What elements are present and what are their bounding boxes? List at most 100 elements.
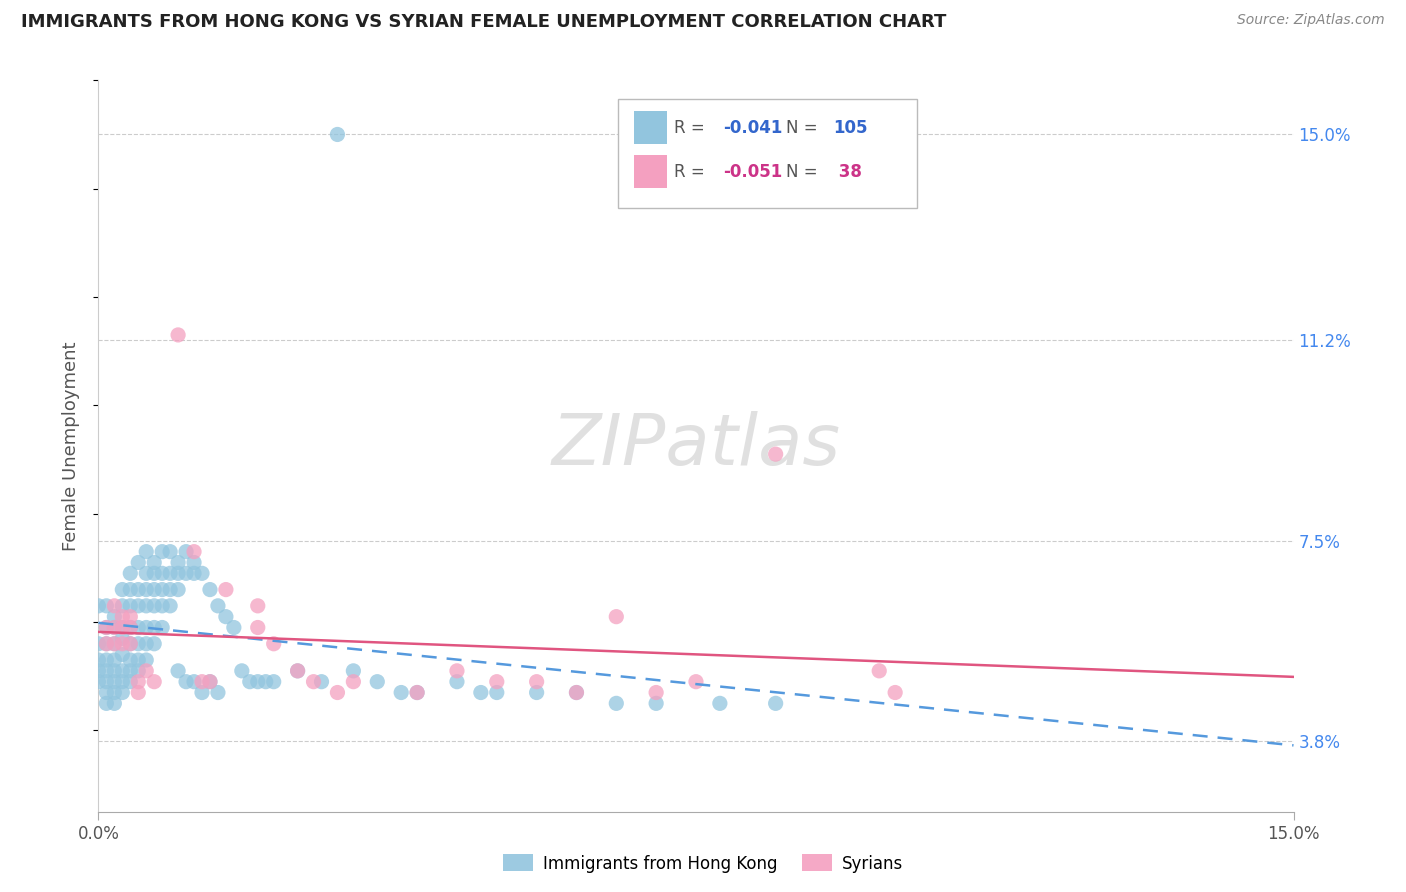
Point [143,620,166,634]
Point [645,685,668,699]
Point [111,632,134,646]
Point [198,674,221,689]
Point [96,685,118,699]
Point [174,544,197,558]
Point [326,685,349,699]
Point [103,697,125,711]
Y-axis label: Female Unemployment: Female Unemployment [62,342,80,550]
Point [120,566,142,581]
Point [709,697,731,711]
Text: Source: ZipAtlas.com: Source: ZipAtlas.com [1237,13,1385,28]
Point [120,637,142,651]
FancyBboxPatch shape [619,99,917,209]
Point [120,620,142,634]
Text: N =: N = [786,162,823,181]
Text: R =: R = [675,162,710,181]
Point [167,582,190,597]
Point [174,674,197,689]
Point [246,620,269,634]
Point [127,685,149,699]
Point [96,620,118,634]
Point [96,664,118,678]
Point [120,664,142,678]
Point [246,674,269,689]
Point [135,620,157,634]
Point [120,637,142,651]
Point [207,685,229,699]
Point [135,566,157,581]
Point [120,582,142,597]
Point [565,685,588,699]
Point [389,685,412,699]
Point [96,620,118,634]
Point [470,685,492,699]
Point [884,685,907,699]
Point [103,620,125,634]
Point [111,664,134,678]
Point [135,544,157,558]
Point [191,674,214,689]
Point [342,674,364,689]
Point [96,697,118,711]
Point [366,674,388,689]
Point [150,582,173,597]
Point [103,637,125,651]
Point [127,674,149,689]
Point [87,674,110,689]
FancyBboxPatch shape [634,155,668,188]
Text: IMMIGRANTS FROM HONG KONG VS SYRIAN FEMALE UNEMPLOYMENT CORRELATION CHART: IMMIGRANTS FROM HONG KONG VS SYRIAN FEMA… [21,13,946,31]
Point [150,599,173,613]
Point [183,566,205,581]
Point [167,327,190,342]
Point [565,685,588,699]
Point [103,599,125,613]
Point [111,685,134,699]
Point [103,674,125,689]
Point [446,664,468,678]
Point [685,674,707,689]
Point [143,556,166,570]
Point [103,620,125,634]
Point [120,653,142,667]
Text: -0.051: -0.051 [724,162,783,181]
Point [159,566,181,581]
Point [198,674,221,689]
Point [96,599,118,613]
Point [120,609,142,624]
Point [167,556,190,570]
Point [159,544,181,558]
Text: R =: R = [675,119,710,136]
Point [135,653,157,667]
Point [183,544,205,558]
Point [135,664,157,678]
Point [120,599,142,613]
Point [96,674,118,689]
Point [143,566,166,581]
Point [191,685,214,699]
Point [231,664,253,678]
Point [485,685,508,699]
FancyBboxPatch shape [634,112,668,145]
Point [143,599,166,613]
Point [183,674,205,689]
Text: N =: N = [786,119,823,136]
Point [342,664,364,678]
Point [143,674,166,689]
Point [183,556,205,570]
Point [765,447,787,461]
Text: 38: 38 [834,162,862,181]
Point [526,685,548,699]
Point [127,653,149,667]
Point [605,697,627,711]
Point [191,566,214,581]
Point [111,674,134,689]
Point [127,599,149,613]
Legend: Immigrants from Hong Kong, Syrians: Immigrants from Hong Kong, Syrians [496,847,910,880]
Point [254,674,277,689]
Text: ZIPatlas: ZIPatlas [551,411,841,481]
Point [103,685,125,699]
Point [406,685,429,699]
Point [111,599,134,613]
Point [167,566,190,581]
Point [87,599,110,613]
